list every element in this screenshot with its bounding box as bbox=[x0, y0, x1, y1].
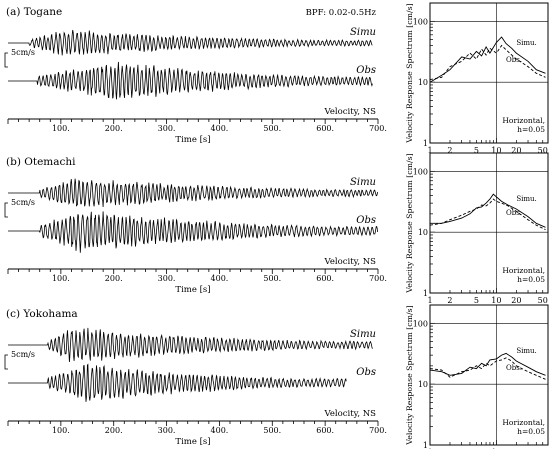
spectrum-annotation: Horizontal, bbox=[502, 266, 545, 275]
station-label: (a) Togane bbox=[6, 6, 62, 18]
time-tick-label: 200. bbox=[105, 124, 123, 133]
time-tick-label: 300. bbox=[158, 426, 176, 435]
spectrum-annotation: h=0.05 bbox=[517, 125, 545, 134]
amplitude-tick-label: 100 bbox=[413, 167, 428, 176]
scale-label: 5cm/s bbox=[11, 350, 35, 359]
time-axis-label: Time [s] bbox=[175, 285, 210, 295]
time-tick-label: 400. bbox=[211, 426, 229, 435]
period-tick-label: 10 bbox=[491, 296, 501, 305]
period-tick-label: 10 bbox=[491, 146, 501, 155]
time-tick-label: 700. bbox=[369, 426, 387, 435]
period-tick-label: 1 bbox=[427, 146, 432, 155]
scale-bar bbox=[4, 354, 8, 370]
period-tick-label: 2 bbox=[447, 146, 452, 155]
amplitude-tick-label: 100 bbox=[413, 319, 428, 328]
time-tick-label: 100. bbox=[52, 426, 70, 435]
simu-spectrum-label: Simu. bbox=[516, 39, 536, 47]
spectrum-annotation: Horizontal, bbox=[502, 116, 545, 125]
component-label: Velocity, NS bbox=[324, 257, 377, 267]
amplitude-axis-label: Velocity Response Spectrum [cm/s] bbox=[405, 153, 414, 293]
time-tick-label: 300. bbox=[158, 124, 176, 133]
obs-label: Obs bbox=[356, 367, 376, 378]
scale-bar bbox=[4, 52, 8, 68]
scale-label: 5cm/s bbox=[11, 48, 35, 57]
simu-spectrum-label: Simu. bbox=[516, 347, 536, 355]
time-tick-label: 400. bbox=[211, 124, 229, 133]
obs-trace bbox=[8, 211, 378, 253]
obs-trace bbox=[8, 363, 347, 402]
spectrum-annotation: Horizontal, bbox=[502, 418, 545, 427]
simu-trace bbox=[8, 178, 378, 208]
obs-spectrum-line bbox=[429, 44, 546, 81]
period-tick-label: 5 bbox=[474, 296, 479, 305]
simu-spectrum-label: Simu. bbox=[516, 195, 536, 203]
spectrum-frame bbox=[429, 304, 549, 446]
time-tick-label: 300. bbox=[158, 274, 176, 283]
obs-label: Obs bbox=[356, 215, 376, 226]
component-label: Velocity, NS bbox=[324, 409, 377, 419]
time-axis-label: Time [s] bbox=[175, 437, 210, 447]
simu-label: Simu bbox=[350, 27, 376, 38]
spectrum-annotation: h=0.05 bbox=[517, 275, 545, 284]
scale-label: 5cm/s bbox=[11, 198, 35, 207]
simu-trace bbox=[8, 29, 373, 56]
amplitude-tick-label: 10 bbox=[418, 228, 428, 237]
component-label: Velocity, NS bbox=[324, 107, 377, 117]
period-tick-label: 50 bbox=[538, 296, 548, 305]
amplitude-axis-label: Velocity Response Spectrum [cm/s] bbox=[405, 305, 414, 445]
simu-label: Simu bbox=[350, 329, 376, 340]
obs-spectrum-line bbox=[429, 357, 546, 380]
period-tick-label: 20 bbox=[511, 146, 521, 155]
time-tick-label: 500. bbox=[263, 274, 281, 283]
period-tick-label: 2 bbox=[447, 296, 452, 305]
time-tick-label: 600. bbox=[316, 274, 334, 283]
amplitude-tick-label: 10 bbox=[418, 380, 428, 389]
spectrum-annotation: h=0.05 bbox=[517, 427, 545, 436]
simu-label: Simu bbox=[350, 177, 376, 188]
bpf-label: BPF: 0.02-0.5Hz bbox=[306, 8, 377, 18]
obs-spectrum-label: Obs. bbox=[506, 56, 522, 64]
period-tick-label: 1 bbox=[427, 296, 432, 305]
time-tick-label: 100. bbox=[52, 124, 70, 133]
time-tick-label: 700. bbox=[369, 274, 387, 283]
panel-0: (a) Togane BPF: 0.02-0.5Hz 100. 200. 300. 400… bbox=[4, 2, 549, 155]
amplitude-tick-label: 100 bbox=[413, 17, 428, 26]
period-tick-label: 50 bbox=[538, 146, 548, 155]
panel-1: (b) Otemachi 100. 200. 300. 400. 500. 600. 700.… bbox=[4, 152, 549, 305]
simu-trace bbox=[8, 327, 373, 363]
obs-spectrum-line bbox=[429, 198, 546, 231]
amplitude-tick-label: 1 bbox=[423, 139, 428, 148]
simu-spectrum-line bbox=[430, 193, 546, 228]
time-axis-label: Time [s] bbox=[175, 135, 210, 145]
amplitude-tick-label: 1 bbox=[423, 441, 428, 449]
obs-trace bbox=[8, 61, 373, 100]
time-tick-label: 500. bbox=[263, 426, 281, 435]
time-tick-label: 600. bbox=[316, 426, 334, 435]
obs-spectrum-label: Obs. bbox=[506, 209, 522, 217]
amplitude-axis-label: Velocity Response Spectrum [cm/s] bbox=[405, 3, 414, 143]
station-label: (c) Yokohama bbox=[6, 308, 78, 320]
simu-spectrum-line bbox=[429, 36, 546, 83]
time-tick-label: 700. bbox=[369, 124, 387, 133]
simu-spectrum-line bbox=[429, 352, 546, 376]
spectrum-frame bbox=[429, 2, 549, 144]
time-tick-label: 200. bbox=[105, 274, 123, 283]
panel-2: (c) Yokohama 100. 200. 300. 400. 500. 600. 700.… bbox=[4, 304, 549, 449]
time-tick-label: 200. bbox=[105, 426, 123, 435]
time-tick-label: 400. bbox=[211, 274, 229, 283]
time-tick-label: 600. bbox=[316, 124, 334, 133]
period-tick-label: 5 bbox=[474, 146, 479, 155]
amplitude-tick-label: 10 bbox=[418, 78, 428, 87]
obs-label: Obs bbox=[356, 65, 376, 76]
station-label: (b) Otemachi bbox=[6, 156, 76, 168]
time-tick-label: 100. bbox=[52, 274, 70, 283]
period-tick-label: 20 bbox=[511, 296, 521, 305]
time-tick-label: 500. bbox=[263, 124, 281, 133]
scale-bar bbox=[4, 202, 8, 218]
obs-spectrum-label: Obs. bbox=[506, 364, 522, 372]
amplitude-tick-label: 1 bbox=[423, 289, 428, 298]
